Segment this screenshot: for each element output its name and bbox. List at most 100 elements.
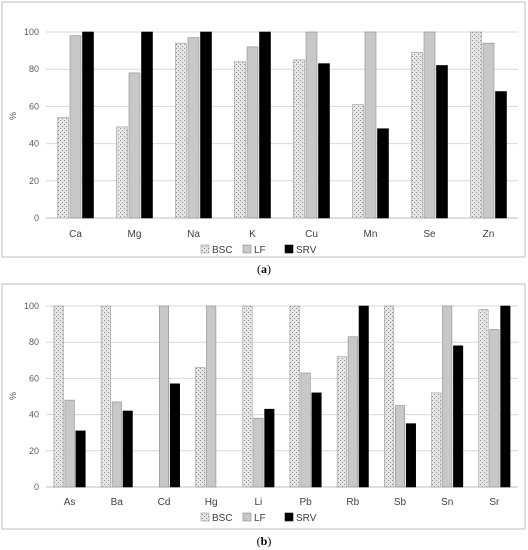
- bar-bsc-k: [234, 61, 246, 219]
- bar-srv-sr: [500, 305, 511, 488]
- category-label: Pb: [299, 497, 312, 508]
- bar-lf-ba: [111, 401, 122, 488]
- bar-bsc-se: [411, 52, 423, 219]
- legend-label-bsc: BSC: [212, 245, 233, 256]
- bar-srv-se: [436, 65, 448, 219]
- panel-b: 0 20 40 60 80 100 As Ba Cd Hg Li Pb Rb Sb Sn Sr % BSC L…: [1, 283, 526, 530]
- category-label: K: [249, 229, 256, 240]
- bar-lf-hg: [206, 305, 217, 488]
- y-tick-label: 80: [29, 64, 39, 74]
- bar-srv-sb: [405, 423, 416, 488]
- bar-bsc-sr: [478, 309, 489, 488]
- bar-bsc-cu: [293, 59, 305, 219]
- category-label: Cd: [158, 497, 171, 508]
- bar-srv-ba: [122, 410, 133, 488]
- y-tick-label: 100: [24, 301, 39, 311]
- category-label: Cu: [305, 229, 318, 240]
- bar-lf-cd: [158, 305, 170, 488]
- bar-srv-as: [75, 430, 86, 488]
- legend-swatch-srv: [284, 244, 294, 254]
- bar-lf-mn: [364, 31, 377, 219]
- bar-lf-ca: [69, 35, 82, 219]
- bar-lf-mg: [128, 72, 141, 219]
- y-tick-label: 40: [29, 410, 39, 420]
- bar-bsc-sn: [431, 392, 442, 488]
- bar-srv-mg: [141, 31, 153, 219]
- y-tick-label: 20: [29, 446, 39, 456]
- category-label: Sn: [441, 497, 453, 508]
- y-tick-label: 40: [29, 139, 39, 149]
- legend-swatch-srv: [284, 512, 294, 522]
- bar-srv-li: [264, 408, 275, 488]
- bar-lf-rb: [347, 336, 358, 488]
- bar-srv-ca: [82, 31, 94, 219]
- bar-bsc-sb: [384, 305, 395, 488]
- panel-b-yticks: 0 20 40 60 80 100: [24, 301, 39, 492]
- bar-lf-na: [187, 37, 200, 219]
- panel-b-caption: (b): [257, 534, 272, 548]
- bar-lf-sb: [394, 405, 406, 488]
- bar-lf-sn: [442, 305, 453, 488]
- panel-a: 0 20 40 60 80 100 Ca Mg Na K Cu Mn Se Zn % BSC LF SRV: [1, 1, 526, 258]
- category-label: Rb: [346, 497, 359, 508]
- bar-srv-k: [259, 31, 271, 219]
- y-tick-label: 60: [29, 101, 39, 111]
- panel-a-yticks: 0 20 40 60 80 100: [24, 27, 39, 223]
- bar-bsc-na: [175, 42, 187, 219]
- legend-label-srv: SRV: [296, 245, 317, 256]
- legend-label-bsc: BSC: [212, 513, 233, 524]
- bar-srv-zn: [495, 91, 507, 219]
- category-label: As: [64, 497, 76, 508]
- legend-swatch-lf: [242, 244, 252, 254]
- bar-bsc-li: [242, 305, 253, 488]
- bar-lf-k: [246, 46, 259, 219]
- category-label: Se: [423, 229, 436, 240]
- bar-bsc-mg: [116, 126, 128, 219]
- bar-srv-cd: [169, 383, 180, 488]
- y-tick-label: 0: [34, 482, 39, 492]
- legend-label-lf: LF: [254, 513, 266, 524]
- category-label: Sr: [489, 497, 500, 508]
- bar-bsc-mn: [352, 104, 364, 219]
- bar-lf-li: [253, 417, 264, 488]
- legend-swatch-lf: [242, 512, 252, 522]
- bar-bsc-zn: [470, 31, 482, 219]
- bar-bsc-hg: [195, 367, 206, 488]
- category-label: Ba: [111, 497, 124, 508]
- bar-bsc-pb: [289, 305, 300, 488]
- panel-a-y-axis-label: %: [8, 112, 18, 120]
- category-label: Sb: [394, 497, 407, 508]
- category-label: Zn: [483, 229, 495, 240]
- bar-srv-mn: [377, 128, 389, 219]
- y-tick-label: 80: [29, 337, 39, 347]
- category-label: Hg: [205, 497, 218, 508]
- category-label: Mg: [128, 229, 142, 240]
- y-tick-label: 60: [29, 373, 39, 383]
- y-tick-label: 100: [24, 27, 39, 37]
- bar-srv-cu: [318, 63, 330, 219]
- bar-srv-sn: [453, 345, 464, 488]
- category-label: Li: [255, 497, 263, 508]
- legend-label-srv: SRV: [296, 513, 317, 524]
- bar-lf-as: [64, 399, 75, 488]
- y-tick-label: 20: [29, 176, 39, 186]
- bar-bsc-as: [53, 305, 64, 488]
- category-label: Ca: [69, 229, 82, 240]
- panel-b-legend: BSC LF SRV: [200, 512, 317, 524]
- bar-lf-se: [423, 31, 436, 219]
- bar-srv-rb: [358, 305, 369, 488]
- legend-label-lf: LF: [254, 245, 266, 256]
- panel-a-caption: (a): [257, 262, 271, 276]
- panel-b-bars: [53, 305, 511, 488]
- bar-srv-na: [200, 31, 212, 219]
- bar-lf-cu: [305, 31, 318, 219]
- panel-b-y-axis-label: %: [8, 392, 18, 400]
- category-label: Na: [187, 229, 200, 240]
- bar-bsc-rb: [336, 356, 347, 488]
- y-tick-label: 0: [34, 213, 39, 223]
- panel-a-legend: BSC LF SRV: [200, 244, 317, 256]
- panel-a-categories: Ca Mg Na K Cu Mn Se Zn: [69, 229, 494, 240]
- panel-b-categories: As Ba Cd Hg Li Pb Rb Sb Sn Sr: [64, 497, 500, 508]
- panel-a-bars: [57, 31, 507, 219]
